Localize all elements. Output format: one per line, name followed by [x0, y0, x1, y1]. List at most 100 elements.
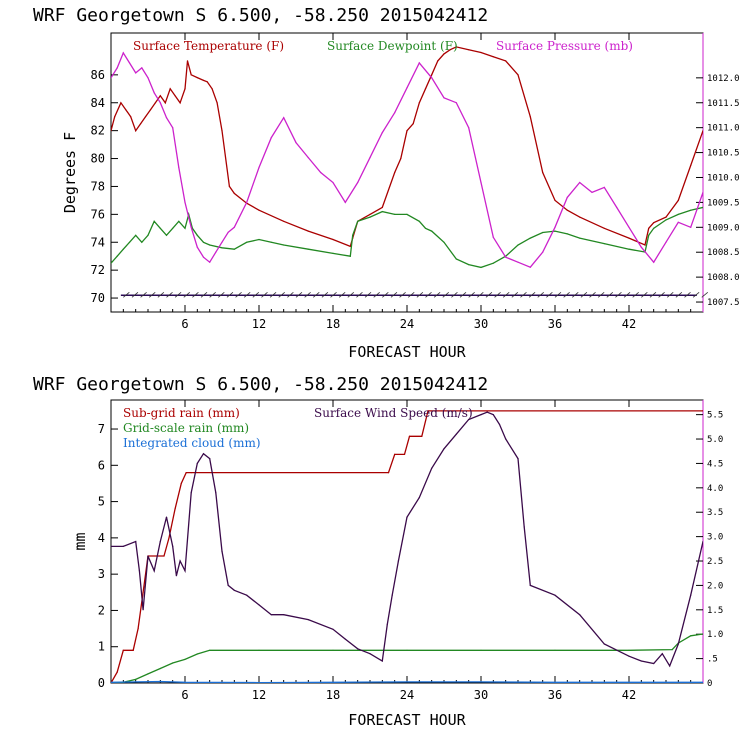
data-point: [394, 453, 396, 455]
data-point: [690, 164, 692, 167]
data-point: [406, 681, 408, 683]
wind-barb: [157, 291, 165, 298]
legend-entry: Surface Temperature (F): [133, 39, 284, 53]
data-point: [215, 251, 217, 253]
x-tick-label: 12: [252, 688, 266, 702]
data-point: [603, 643, 605, 645]
data-point: [111, 130, 112, 132]
wind-barb: [399, 291, 406, 298]
data-point: [653, 662, 655, 665]
series-line-sub-grid-rain-mm: [111, 410, 703, 683]
data-point: [591, 191, 593, 193]
y-tick-label: 78: [91, 179, 105, 193]
x-tick-label: 6: [181, 688, 188, 702]
data-point: [258, 209, 260, 211]
wind-barb: [218, 291, 225, 298]
data-point: [505, 60, 507, 62]
data-point: [603, 243, 605, 245]
y-axis-label: mm: [71, 532, 89, 550]
data-point: [221, 241, 223, 243]
wind-barb: [684, 291, 691, 298]
data-point: [690, 635, 692, 637]
data-point: [492, 414, 494, 416]
data-point: [369, 216, 371, 218]
data-point: [246, 241, 248, 243]
data-point: [690, 594, 692, 596]
data-point: [486, 411, 488, 413]
y2-tick-label: 1.0: [707, 630, 723, 640]
data-point: [628, 655, 630, 657]
data-point: [165, 516, 168, 518]
y-tick-label: 70: [91, 291, 105, 305]
legend-entry: Surface Dewpoint (F): [327, 39, 458, 53]
wind-barb: [528, 291, 536, 298]
data-point: [455, 258, 457, 260]
wind-barb: [338, 291, 346, 298]
y2-tick-label: 1010.5: [707, 149, 740, 159]
data-point: [332, 628, 334, 630]
data-point: [142, 591, 144, 593]
wind-barb: [546, 291, 553, 298]
x-tick-label: 36: [548, 317, 562, 331]
y-tick-label: 5: [98, 495, 105, 509]
y2-tick-label: 2.0: [707, 581, 723, 591]
data-point: [332, 181, 334, 184]
data-point: [529, 237, 531, 239]
x-tick-label: 30: [474, 317, 488, 331]
data-point: [408, 435, 411, 437]
wind-barb: [658, 291, 665, 298]
wind-barb: [200, 291, 208, 298]
wind-barb: [235, 291, 242, 298]
series-line-surface-pressure-mb: [111, 51, 703, 268]
data-point: [270, 241, 272, 243]
data-point: [116, 67, 118, 69]
wind-barb: [382, 291, 389, 298]
data-point: [628, 681, 630, 683]
chart-title: WRF Georgetown S 6.500, -58.250 20150424…: [33, 5, 488, 26]
data-point: [283, 117, 285, 119]
x-axis-label: FORECAST HOUR: [348, 711, 466, 729]
x-tick-label: 42: [622, 688, 636, 702]
data-point: [196, 653, 198, 655]
data-point: [671, 649, 673, 651]
data-point: [172, 127, 174, 129]
data-point: [690, 226, 692, 228]
data-point: [381, 206, 383, 208]
y-tick-label: 72: [91, 263, 105, 277]
x-tick-label: 12: [252, 317, 266, 331]
data-point: [554, 594, 556, 596]
data-point: [209, 649, 211, 651]
data-point: [258, 604, 260, 606]
data-point: [196, 77, 198, 79]
data-point: [184, 88, 186, 90]
data-point: [554, 681, 556, 683]
data-point: [677, 221, 679, 223]
data-point: [185, 472, 187, 474]
data-point: [184, 681, 186, 683]
data-point: [369, 157, 371, 159]
data-point: [180, 482, 182, 484]
data-point: [233, 248, 235, 250]
data-point: [468, 264, 470, 266]
wind-barb: [606, 291, 614, 298]
wind-barb: [313, 291, 320, 298]
wind-barb: [252, 291, 260, 298]
wind-barb: [123, 291, 130, 298]
data-point: [179, 560, 181, 562]
legend-entry: Grid-scale rain (mm): [123, 421, 249, 435]
wind-barb: [675, 291, 683, 298]
data-point: [258, 649, 260, 651]
data-point: [566, 196, 568, 198]
wind-barb: [572, 291, 579, 298]
data-point: [332, 252, 334, 254]
data-point: [227, 584, 229, 587]
data-point: [431, 230, 433, 232]
data-point: [455, 433, 457, 435]
data-point: [517, 74, 519, 76]
data-point: [369, 653, 371, 655]
data-point: [400, 157, 402, 160]
data-point: [196, 234, 198, 236]
data-point: [418, 102, 420, 104]
y2-tick-label: 0: [707, 679, 712, 689]
y2-tick-label: 1007.5: [707, 298, 740, 308]
